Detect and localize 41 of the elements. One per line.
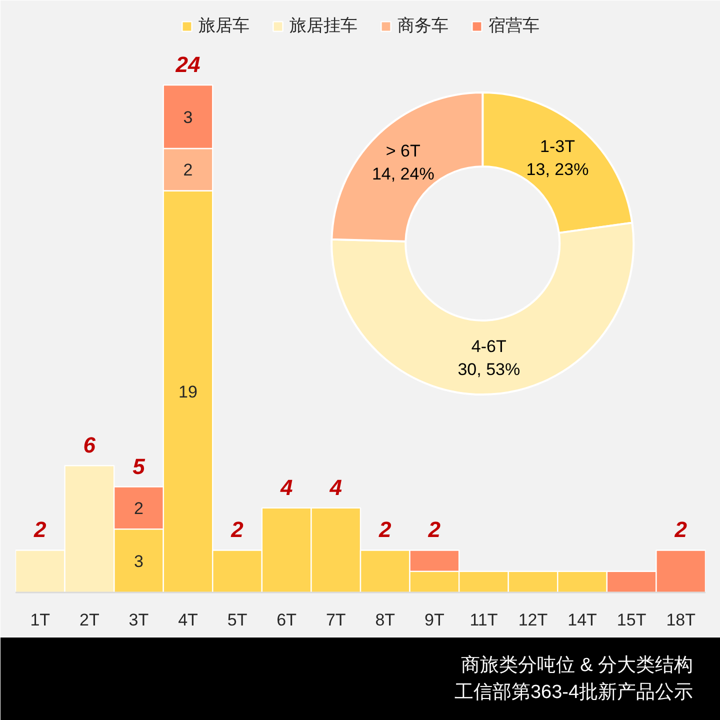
total-label: 2 [378,517,392,542]
total-label: 4 [279,474,293,500]
legend-label: 旅居车 [198,15,250,37]
legend-label: 商务车 [398,15,448,37]
data-label: 2 [134,498,144,518]
x-tick-label: 15T [616,610,646,630]
x-tick-label: 14T [568,610,597,630]
slice-label: > 6T [386,141,420,160]
data-label: 13, 23% [526,160,589,180]
x-tick-label: 9T [424,610,444,630]
data-label: 2 [183,160,193,180]
slice-label: 1-3T [540,137,575,156]
data-label: 3 [183,108,193,127]
slice-label: 4-6T [471,336,506,356]
x-tick-label: 2T [80,610,100,630]
data-label: 30, 53% [458,360,520,379]
x-tick-label: 4T [178,610,198,630]
total-label: 2 [33,517,48,542]
total-label: 6 [83,432,96,458]
total-label: 5 [132,454,146,479]
data-label: 19 [178,382,198,402]
x-tick-label: 5T [227,610,248,630]
x-tick-label: 1T [30,610,50,630]
x-tick-label: 18T [666,610,696,630]
x-tick-label: 6T [276,610,296,630]
text: 工信部第363-4批新产品公示 [454,681,694,703]
data-label: 3 [134,552,144,571]
x-tick-label: 7T [326,610,346,630]
total-label: 24 [174,52,200,78]
x-tick-label: 12T [518,610,548,630]
text: 商旅类分吨位 & 分大类结构 [460,654,694,676]
total-label: 2 [230,517,244,542]
x-tick-label: 8T [375,610,396,630]
total-label: 2 [427,517,442,542]
legend-label: 宿营车 [488,15,540,37]
total-label: 4 [328,474,342,500]
legend-label: 旅居挂车 [290,15,358,37]
x-tick-label: 3T [128,610,149,630]
x-tick-label: 11T [470,610,498,630]
total-label: 2 [674,517,688,542]
data-label: 14, 24% [372,164,434,184]
